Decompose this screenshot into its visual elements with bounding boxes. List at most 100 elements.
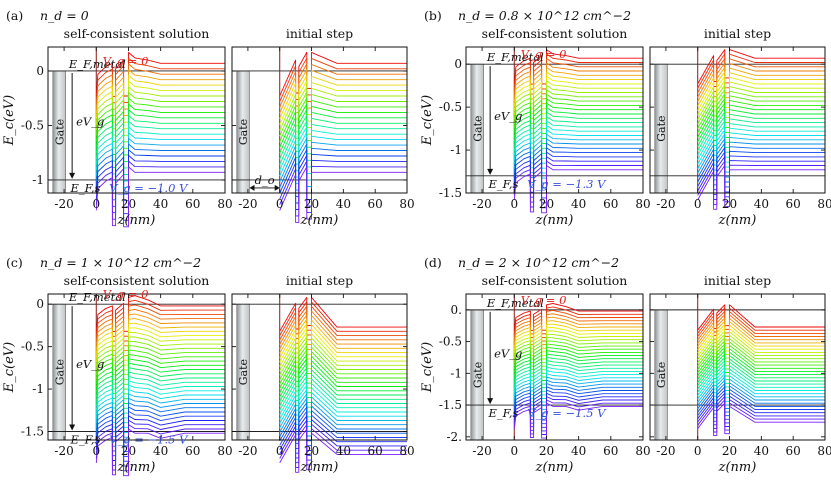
axes-frame [47, 46, 226, 194]
x-tick-label: 60 [368, 197, 383, 211]
subplot-title: self-consistent solution [482, 273, 628, 288]
x-tick-label: 40 [336, 197, 351, 211]
axes-frame [465, 46, 644, 194]
x-tick-label: -20 [238, 444, 257, 458]
gate-label: Gate [53, 359, 66, 385]
fermi-metal-label: E_F,metal [68, 57, 126, 71]
y-tick-label: 0 [36, 64, 44, 78]
x-tick-label: 60 [786, 444, 801, 458]
axes-frame [231, 46, 408, 194]
vg-bottom-label: V_g = −1.5 V [527, 406, 607, 420]
band-curve [697, 402, 825, 437]
x-tick-label: 60 [786, 197, 801, 211]
evg-arrowhead [69, 172, 76, 179]
x-tick-label: 20 [304, 444, 319, 458]
vg-bottom-label: V_g = −1.5 V [109, 433, 189, 447]
x-axis-label: z(nm) [718, 460, 757, 475]
subplot-title: initial step [704, 273, 771, 288]
gate-label: Gate [237, 119, 250, 145]
panel-header: n_d = 0.8 × 10^12 cm^−2 [458, 8, 631, 23]
x-tick-label: 80 [817, 197, 831, 211]
x-axis-label: z(nm) [300, 460, 339, 475]
do-label: d_o [255, 173, 275, 187]
subplot-initial-step: initial step Gate -20 0 20 40 60 80 z(nm) d_o [231, 26, 415, 228]
evg-arrowhead [487, 398, 494, 405]
fermi-metal-label: E_F,metal [486, 50, 544, 64]
x-axis-label: z(nm) [535, 460, 574, 475]
vg-top-label: V_g = 0 [103, 54, 149, 68]
gate-label: Gate [237, 359, 250, 385]
x-tick-label: 80 [399, 444, 414, 458]
x-axis-label: z(nm) [300, 213, 339, 228]
subplot-initial-step: initial step Gate -20 0 20 40 60 80 z(nm) [649, 26, 831, 228]
x-tick-label: 60 [368, 444, 383, 458]
band-curves [697, 304, 825, 437]
fermi-metal-label: E_F,metal [68, 290, 126, 304]
x-tick-label: 80 [217, 197, 232, 211]
panel-d: (d) n_d = 2 × 10^12 cm^−2 self-consistent … [420, 255, 831, 475]
y-tick-label: -1.5 [439, 398, 462, 412]
y-tick-label: -0.5 [21, 118, 44, 132]
band-curves [279, 296, 407, 473]
x-tick-label: 20 [121, 444, 136, 458]
band-curve [95, 428, 225, 477]
band-curves [95, 51, 225, 228]
subplot-title: self-consistent solution [64, 273, 210, 288]
x-tick-label: 20 [539, 197, 554, 211]
subplot-title: initial step [286, 26, 353, 41]
vg-bottom-label: V_g = −1.0 V [109, 181, 189, 195]
vg-top-label: V_g = 0 [103, 287, 149, 301]
x-tick-label: 20 [304, 197, 319, 211]
x-axis-label: z(nm) [718, 213, 757, 228]
x-tick-label: 60 [603, 444, 618, 458]
gate-label: Gate [471, 362, 484, 388]
band-curve [697, 165, 825, 210]
fermi-s-label: E_F,s [488, 177, 519, 191]
gate-label: Gate [655, 115, 668, 141]
band-curves [513, 303, 643, 439]
subplot-self-consistent: self-consistent solution Gate -20 0 20 40 60 80… [2, 273, 233, 477]
panel-label: (d) [424, 255, 442, 270]
x-tick-label: 60 [185, 444, 200, 458]
x-tick-label: 80 [217, 444, 232, 458]
band-curve [513, 402, 643, 439]
panel-b: (b) n_d = 0.8 × 10^12 cm^−2 self-consisten… [420, 8, 831, 228]
y-tick-label: -0.5 [439, 100, 462, 114]
x-tick-label: 40 [754, 444, 769, 458]
y-axis-label: E_c(eV) [2, 95, 17, 147]
y-tick-label: -1.5 [21, 425, 44, 439]
evg-label: eV_g [494, 109, 522, 123]
subplot-initial-step: initial step Gate -20 0 20 40 60 80 z(nm) [649, 273, 831, 475]
do-arrowhead-left [249, 184, 255, 191]
vg-bottom-label: V_g = −1.3 V [527, 177, 607, 191]
x-tick-label: 0 [276, 197, 284, 211]
panel-label: (a) [6, 8, 23, 23]
fermi-metal-label: E_F,metal [486, 296, 544, 310]
x-tick-label: 0 [92, 197, 100, 211]
x-tick-label: 0 [276, 444, 284, 458]
x-tick-label: 40 [754, 197, 769, 211]
y-tick-label: -1 [450, 366, 462, 380]
do-arrowhead-right [274, 184, 280, 191]
vg-top-label: V_g = 0 [521, 293, 567, 307]
panel-label: (c) [6, 255, 23, 270]
gate-label: Gate [471, 115, 484, 141]
subplot-title: initial step [286, 273, 353, 288]
x-tick-label: -20 [54, 197, 73, 211]
y-tick-label: -0.5 [21, 340, 44, 354]
x-tick-label: 40 [153, 444, 168, 458]
vg-top-label: V_g = 0 [521, 47, 567, 61]
subplot-title: self-consistent solution [64, 26, 210, 41]
x-tick-label: 20 [121, 197, 136, 211]
panel-c: (c) n_d = 1 × 10^12 cm^−2 self-consistent … [2, 255, 415, 477]
panel-a: (a) n_d = 0 self-consistent solution Gate -2… [2, 8, 415, 228]
subplot-title: self-consistent solution [482, 26, 628, 41]
y-tick-label: -0.5 [439, 335, 462, 349]
gate-label: Gate [655, 362, 668, 388]
x-tick-label: 60 [603, 197, 618, 211]
y-tick-label: -2. [446, 430, 462, 444]
evg-arrowhead [69, 424, 76, 431]
y-tick-label: 0. [451, 303, 462, 317]
fermi-s-label: E_F,s [70, 181, 101, 195]
band-curve [279, 166, 407, 223]
